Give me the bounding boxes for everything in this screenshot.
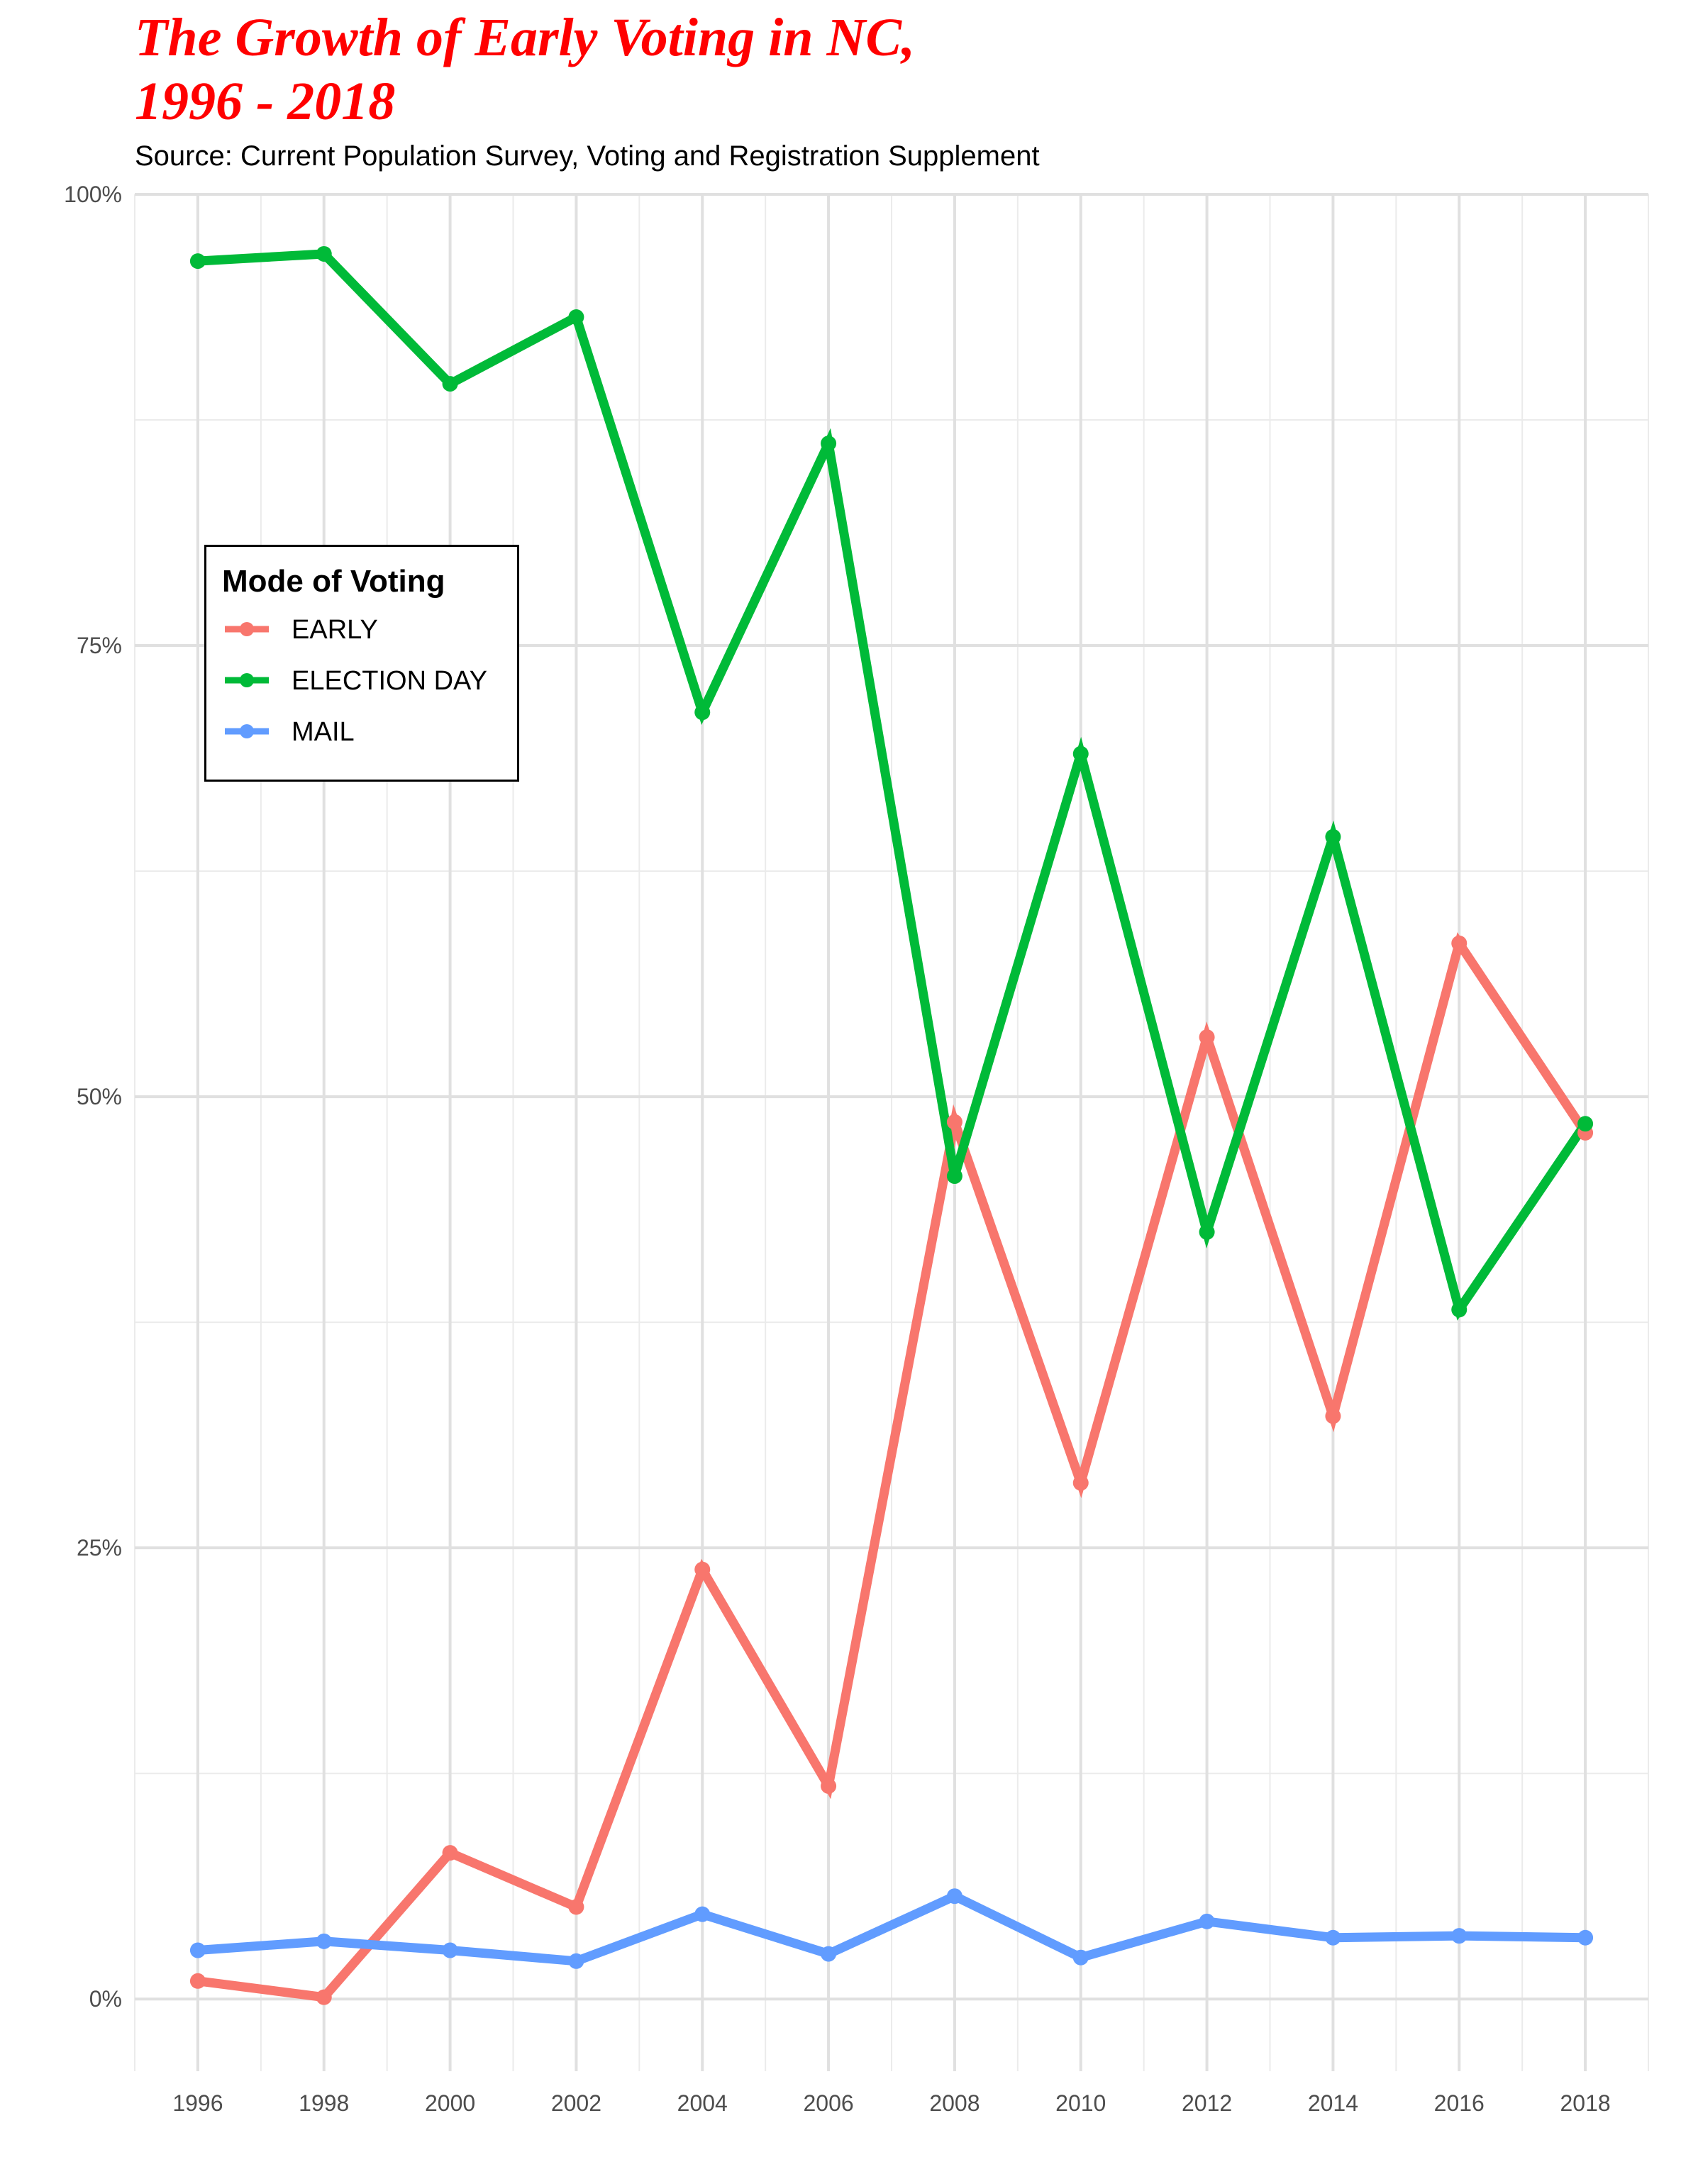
- x-tick-label: 2018: [1560, 2090, 1610, 2116]
- data-point-election-day: [1451, 1302, 1468, 1318]
- legend-label-mail: MAIL: [292, 717, 355, 747]
- data-point-early: [1199, 1029, 1215, 1046]
- data-point-mail: [1577, 1929, 1594, 1946]
- legend: Mode of Voting EARLY ELECTION DAY MAIL: [204, 545, 519, 782]
- data-point-mail: [442, 1942, 458, 1958]
- minor-gridlines: [134, 194, 1649, 2071]
- data-point-mail: [189, 1942, 206, 1958]
- y-tick-label: 100%: [64, 182, 122, 207]
- data-point-early: [1072, 1475, 1089, 1491]
- data-point-election-day: [1072, 745, 1089, 762]
- data-point-early: [821, 1778, 837, 1795]
- legend-label-election-day: ELECTION DAY: [292, 666, 487, 696]
- series-line-mail: [197, 1891, 1586, 1966]
- data-point-early: [694, 1561, 711, 1578]
- chart-title-line-1: The Growth of Early Voting in NC,: [135, 8, 916, 67]
- chart-title: The Growth of Early Voting in NC, 1996 -…: [135, 6, 915, 133]
- x-tick-label: 2016: [1434, 2090, 1485, 2116]
- data-point-election-day: [316, 245, 332, 262]
- data-point-election-day: [821, 436, 837, 452]
- x-tick-label: 2010: [1055, 2090, 1106, 2116]
- x-tick-label: 2004: [677, 2090, 728, 2116]
- data-point-election-day: [946, 1168, 962, 1185]
- data-point-early: [189, 1973, 206, 1989]
- x-tick-label: 2000: [425, 2090, 475, 2116]
- x-tick-label: 2006: [803, 2090, 853, 2116]
- series-line-early: [197, 932, 1590, 2002]
- y-tick-label: 25%: [77, 1535, 122, 1561]
- data-point-election-day: [189, 253, 206, 270]
- data-point-election-day: [568, 309, 584, 326]
- legend-key-election-day: [225, 673, 269, 687]
- data-point-election-day: [1577, 1116, 1594, 1132]
- x-tick-label: 2002: [551, 2090, 601, 2116]
- legend-item-election-day: ELECTION DAY: [222, 663, 506, 697]
- y-tick-label: 0%: [89, 1986, 122, 2012]
- data-point-early: [946, 1114, 962, 1130]
- data-point-early: [316, 1989, 332, 2005]
- legend-item-mail: MAIL: [222, 714, 506, 748]
- data-point-mail: [316, 1933, 332, 1949]
- legend-key-mail: [225, 724, 269, 738]
- legend-key-early: [225, 622, 269, 636]
- data-point-election-day: [694, 704, 711, 721]
- legend-title: Mode of Voting: [222, 564, 445, 599]
- data-point-mail: [568, 1953, 584, 1969]
- data-point-election-day: [442, 376, 458, 392]
- y-tick-label: 75%: [77, 633, 122, 658]
- data-point-early: [568, 1899, 584, 1915]
- data-point-early: [1325, 1408, 1341, 1424]
- data-point-mail: [1451, 1928, 1468, 1944]
- data-point-mail: [946, 1888, 962, 1905]
- x-tick-label: 2012: [1182, 2090, 1232, 2116]
- x-tick-label: 2014: [1308, 2090, 1358, 2116]
- data-point-mail: [1072, 1949, 1089, 1966]
- legend-key-point: [240, 724, 254, 738]
- legend-key-point: [240, 673, 254, 687]
- x-tick-label: 1996: [172, 2090, 223, 2116]
- data-point-election-day: [1199, 1224, 1215, 1240]
- data-point-early: [442, 1845, 458, 1861]
- chart-title-line-2: 1996 - 2018: [135, 72, 396, 131]
- data-point-mail: [821, 1946, 837, 1962]
- data-point-early: [1451, 935, 1468, 951]
- y-axis-tick-labels: 0% 25% 50% 75% 100%: [64, 182, 122, 2012]
- data-point-mail: [694, 1906, 711, 1922]
- x-tick-label: 2008: [929, 2090, 980, 2116]
- chart-subtitle: Source: Current Population Survey, Votin…: [135, 140, 1040, 172]
- data-point-mail: [1199, 1913, 1215, 1929]
- legend-label-early: EARLY: [292, 615, 378, 645]
- legend-key-point: [240, 622, 254, 636]
- series-lines: [197, 249, 1590, 2002]
- y-tick-label: 50%: [77, 1084, 122, 1109]
- data-point-election-day: [1325, 828, 1341, 845]
- x-axis-tick-labels: 1996 1998 2000 2002 2004 2006 2008 2010 2012 2014…: [172, 2090, 1610, 2116]
- series-points: [189, 245, 1594, 2005]
- legend-item-early: EARLY: [222, 612, 506, 646]
- major-gridlines: [135, 193, 1648, 2071]
- series-line-election-day: [197, 249, 1590, 1321]
- data-point-mail: [1325, 1929, 1341, 1946]
- x-tick-label: 1998: [299, 2090, 349, 2116]
